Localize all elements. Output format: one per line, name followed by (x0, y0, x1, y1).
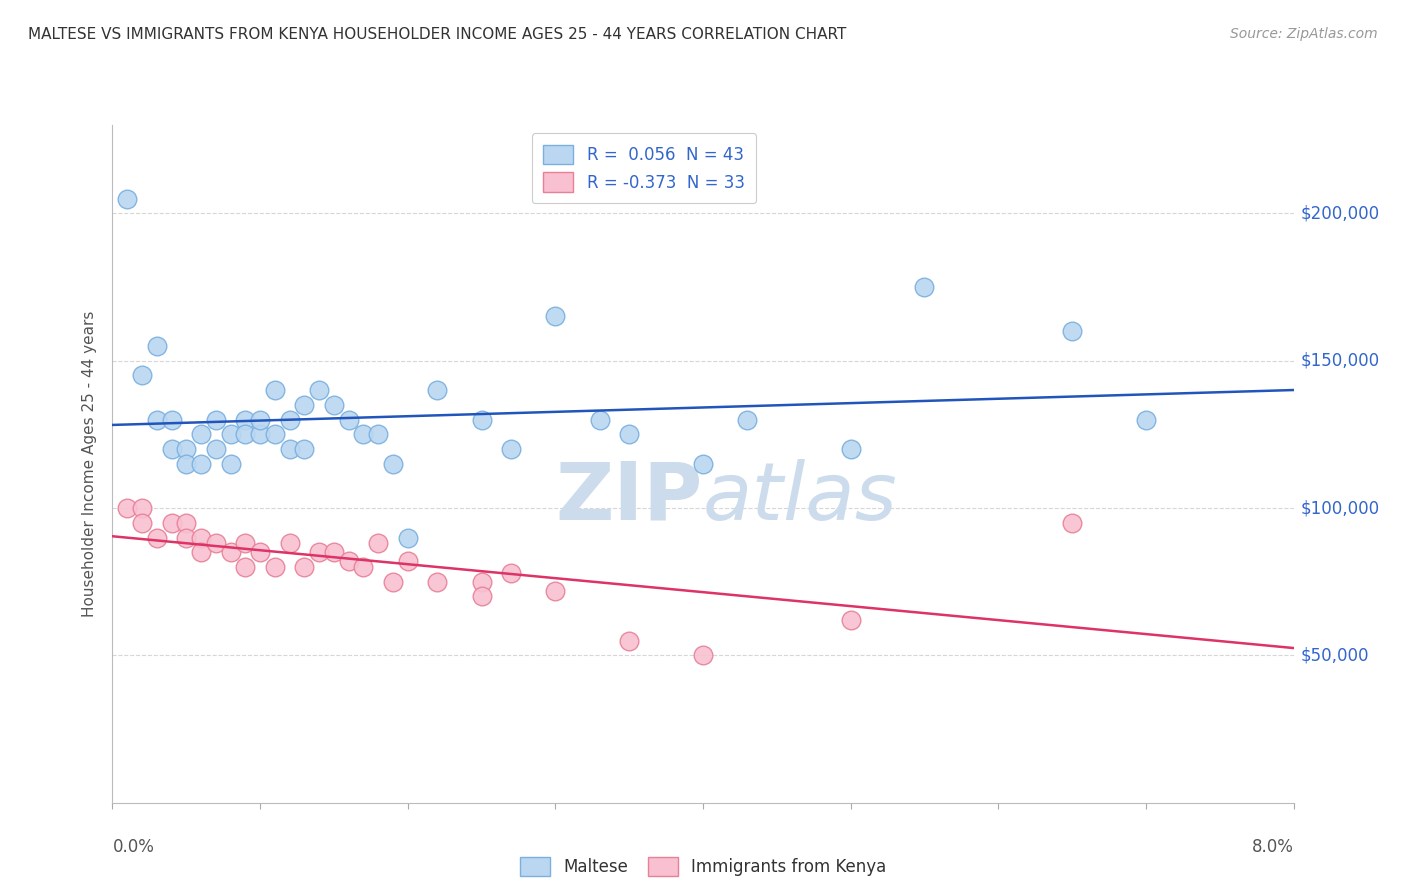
Text: 8.0%: 8.0% (1251, 838, 1294, 856)
Text: $100,000: $100,000 (1301, 499, 1379, 517)
Point (426, 383, 449, 397)
Point (737, 412, 759, 426)
Point (914, 280, 936, 294)
Point (174, 516, 197, 530)
Point (205, 412, 228, 426)
Point (264, 427, 287, 442)
Text: $150,000: $150,000 (1301, 351, 1379, 369)
Point (264, 383, 287, 397)
Legend: Maltese, Immigrants from Kenya: Maltese, Immigrants from Kenya (513, 850, 893, 882)
Point (292, 398, 315, 412)
Point (308, 383, 330, 397)
Point (205, 442, 228, 456)
Point (839, 442, 862, 456)
Point (233, 560, 256, 574)
Text: 0.0%: 0.0% (112, 838, 155, 856)
Point (382, 457, 405, 471)
Point (190, 427, 212, 442)
Point (205, 536, 228, 550)
Point (249, 545, 271, 559)
Point (160, 442, 183, 456)
Point (131, 516, 153, 530)
Point (367, 427, 389, 442)
Point (308, 545, 330, 559)
Point (146, 412, 169, 426)
Point (471, 574, 494, 589)
Point (249, 427, 271, 442)
Point (160, 412, 183, 426)
Point (233, 536, 256, 550)
Point (278, 536, 301, 550)
Point (471, 590, 494, 604)
Point (501, 566, 523, 580)
Point (619, 633, 641, 648)
Y-axis label: Householder Income Ages 25 - 44 years: Householder Income Ages 25 - 44 years (82, 310, 97, 617)
Point (219, 545, 242, 559)
Point (131, 368, 153, 383)
Point (190, 457, 212, 471)
Point (146, 339, 169, 353)
Point (323, 398, 346, 412)
Point (692, 457, 714, 471)
Point (146, 531, 169, 545)
Point (382, 574, 405, 589)
Point (278, 412, 301, 426)
Point (160, 516, 183, 530)
Point (1062, 516, 1084, 530)
Point (352, 560, 374, 574)
Text: ZIP: ZIP (555, 458, 703, 537)
Point (117, 501, 138, 516)
Point (337, 554, 360, 568)
Point (1135, 412, 1157, 426)
Point (396, 554, 419, 568)
Point (1062, 324, 1084, 338)
Point (278, 442, 301, 456)
Text: $200,000: $200,000 (1301, 204, 1379, 222)
Text: MALTESE VS IMMIGRANTS FROM KENYA HOUSEHOLDER INCOME AGES 25 - 44 YEARS CORRELATI: MALTESE VS IMMIGRANTS FROM KENYA HOUSEHO… (28, 27, 846, 42)
Point (692, 648, 714, 663)
Point (174, 531, 197, 545)
Point (174, 457, 197, 471)
Point (233, 427, 256, 442)
Point (219, 457, 242, 471)
Point (233, 412, 256, 426)
Text: Source: ZipAtlas.com: Source: ZipAtlas.com (1230, 27, 1378, 41)
Point (249, 412, 271, 426)
Point (264, 560, 287, 574)
Point (352, 427, 374, 442)
Point (323, 545, 346, 559)
Point (396, 531, 419, 545)
Point (619, 427, 641, 442)
Text: atlas: atlas (703, 458, 898, 537)
Point (501, 442, 523, 456)
Point (190, 545, 212, 559)
Point (190, 531, 212, 545)
Point (426, 574, 449, 589)
Point (544, 310, 567, 324)
Point (471, 412, 494, 426)
Point (117, 192, 138, 206)
Point (292, 560, 315, 574)
Point (544, 583, 567, 598)
Text: $50,000: $50,000 (1301, 647, 1369, 665)
Point (292, 442, 315, 456)
Point (174, 442, 197, 456)
Point (588, 412, 610, 426)
Point (131, 501, 153, 516)
Point (367, 536, 389, 550)
Point (219, 427, 242, 442)
Point (839, 613, 862, 627)
Point (337, 412, 360, 426)
